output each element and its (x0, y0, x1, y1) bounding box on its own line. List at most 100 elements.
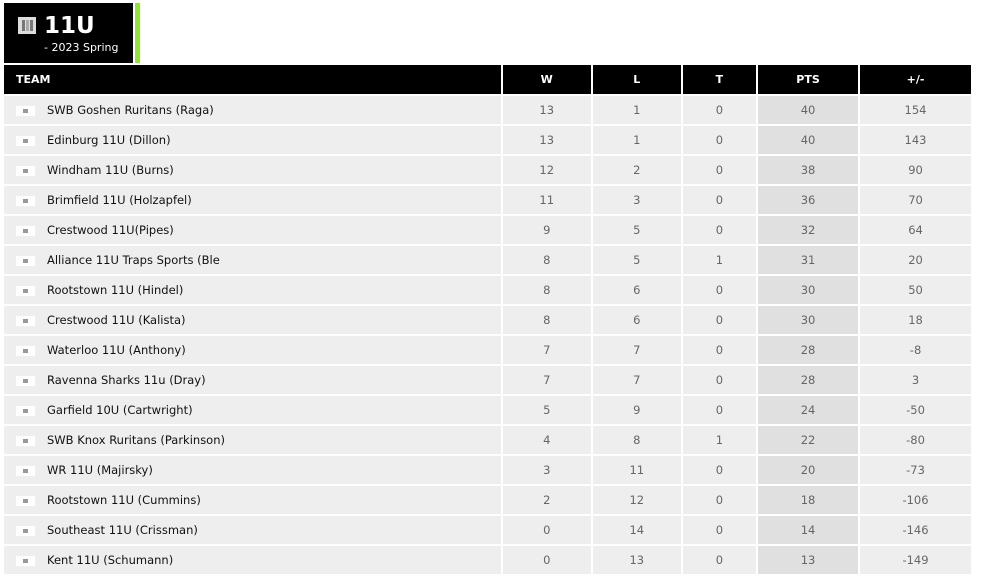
team-cell[interactable]: Waterloo 11U (Anthony) (4, 336, 501, 364)
losses-cell: 5 (592, 216, 681, 244)
team-name[interactable]: Windham 11U (Burns) (47, 163, 174, 177)
team-name[interactable]: Edinburg 11U (Dillon) (47, 133, 171, 147)
team-flag-icon (16, 195, 35, 206)
wins-cell: 8 (502, 306, 591, 334)
table-row: Southeast 11U (Crissman) 0 14 0 14 -146 (4, 516, 971, 544)
table-row: Waterloo 11U (Anthony) 7 7 0 28 -8 (4, 336, 971, 364)
division-title: 11U (44, 13, 95, 39)
ties-cell: 0 (682, 486, 757, 514)
ties-cell: 0 (682, 306, 757, 334)
ties-cell: 0 (682, 96, 757, 124)
team-name[interactable]: Garfield 10U (Cartwright) (47, 403, 193, 417)
team-cell[interactable]: Southeast 11U (Crissman) (4, 516, 501, 544)
team-cell[interactable]: Alliance 11U Traps Sports (Ble (4, 246, 501, 274)
wins-cell: 8 (502, 276, 591, 304)
losses-cell: 1 (592, 96, 681, 124)
accent-bar (135, 3, 140, 63)
ties-cell: 0 (682, 186, 757, 214)
col-points[interactable]: PTS (758, 65, 859, 94)
team-cell[interactable]: Rootstown 11U (Cummins) (4, 486, 501, 514)
goal-diff-cell: -73 (860, 456, 971, 484)
losses-cell: 12 (592, 486, 681, 514)
points-cell: 24 (758, 396, 859, 424)
team-flag-icon (16, 555, 35, 566)
table-row: Crestwood 11U (Kalista) 8 6 0 30 18 (4, 306, 971, 334)
goal-diff-cell: 3 (860, 366, 971, 394)
ties-cell: 0 (682, 216, 757, 244)
col-losses[interactable]: L (592, 65, 681, 94)
col-ties[interactable]: T (682, 65, 757, 94)
team-name[interactable]: Crestwood 11U (Kalista) (47, 313, 186, 327)
table-row: Alliance 11U Traps Sports (Ble 8 5 1 31 … (4, 246, 971, 274)
losses-cell: 7 (592, 336, 681, 364)
team-name[interactable]: Alliance 11U Traps Sports (Ble (47, 253, 220, 267)
goal-diff-cell: 20 (860, 246, 971, 274)
table-row: SWB Knox Ruritans (Parkinson) 4 8 1 22 -… (4, 426, 971, 454)
points-cell: 28 (758, 336, 859, 364)
points-cell: 30 (758, 306, 859, 334)
losses-cell: 8 (592, 426, 681, 454)
team-name[interactable]: Waterloo 11U (Anthony) (47, 343, 186, 357)
team-cell[interactable]: Windham 11U (Burns) (4, 156, 501, 184)
team-name[interactable]: Rootstown 11U (Hindel) (47, 283, 184, 297)
wins-cell: 2 (502, 486, 591, 514)
team-name[interactable]: Ravenna Sharks 11u (Dray) (47, 373, 206, 387)
wins-cell: 7 (502, 336, 591, 364)
goal-diff-cell: 50 (860, 276, 971, 304)
division-header: 11U - 2023 Spring (4, 3, 133, 63)
team-cell[interactable]: Ravenna Sharks 11u (Dray) (4, 366, 501, 394)
team-cell[interactable]: Crestwood 11U (Kalista) (4, 306, 501, 334)
team-name[interactable]: Rootstown 11U (Cummins) (47, 493, 201, 507)
losses-cell: 3 (592, 186, 681, 214)
team-flag-icon (16, 285, 35, 296)
team-flag-icon (16, 525, 35, 536)
goal-diff-cell: -106 (860, 486, 971, 514)
table-row: Windham 11U (Burns) 12 2 0 38 90 (4, 156, 971, 184)
wins-cell: 0 (502, 516, 591, 544)
team-name[interactable]: Kent 11U (Schumann) (47, 553, 174, 567)
wins-cell: 12 (502, 156, 591, 184)
team-cell[interactable]: Kent 11U (Schumann) (4, 546, 501, 574)
team-cell[interactable]: WR 11U (Majirsky) (4, 456, 501, 484)
wins-cell: 0 (502, 546, 591, 574)
team-cell[interactable]: Brimfield 11U (Holzapfel) (4, 186, 501, 214)
team-flag-icon (16, 165, 35, 176)
team-cell[interactable]: Rootstown 11U (Hindel) (4, 276, 501, 304)
team-cell[interactable]: Edinburg 11U (Dillon) (4, 126, 501, 154)
team-cell[interactable]: SWB Knox Ruritans (Parkinson) (4, 426, 501, 454)
wins-cell: 11 (502, 186, 591, 214)
ties-cell: 0 (682, 396, 757, 424)
table-row: Rootstown 11U (Cummins) 2 12 0 18 -106 (4, 486, 971, 514)
league-logo-icon (18, 17, 36, 34)
team-flag-icon (16, 495, 35, 506)
wins-cell: 13 (502, 126, 591, 154)
team-name[interactable]: Southeast 11U (Crissman) (47, 523, 198, 537)
goal-diff-cell: -50 (860, 396, 971, 424)
col-wins[interactable]: W (502, 65, 591, 94)
points-cell: 22 (758, 426, 859, 454)
wins-cell: 7 (502, 366, 591, 394)
table-row: Crestwood 11U(Pipes) 9 5 0 32 64 (4, 216, 971, 244)
ties-cell: 0 (682, 516, 757, 544)
team-flag-icon (16, 465, 35, 476)
goal-diff-cell: -80 (860, 426, 971, 454)
standings-table: TEAM W L T PTS +/- SWB Goshen Ruritans (… (2, 63, 973, 576)
wins-cell: 8 (502, 246, 591, 274)
team-name[interactable]: WR 11U (Majirsky) (47, 463, 153, 477)
points-cell: 13 (758, 546, 859, 574)
team-cell[interactable]: SWB Goshen Ruritans (Raga) (4, 96, 501, 124)
col-team[interactable]: TEAM (4, 65, 501, 94)
losses-cell: 6 (592, 276, 681, 304)
col-goal-diff[interactable]: +/- (860, 65, 971, 94)
ties-cell: 0 (682, 126, 757, 154)
team-cell[interactable]: Crestwood 11U(Pipes) (4, 216, 501, 244)
team-name[interactable]: SWB Knox Ruritans (Parkinson) (47, 433, 225, 447)
goal-diff-cell: 90 (860, 156, 971, 184)
team-name[interactable]: Crestwood 11U(Pipes) (47, 223, 174, 237)
team-flag-icon (16, 315, 35, 326)
team-cell[interactable]: Garfield 10U (Cartwright) (4, 396, 501, 424)
team-name[interactable]: Brimfield 11U (Holzapfel) (47, 193, 192, 207)
goal-diff-cell: -149 (860, 546, 971, 574)
team-name[interactable]: SWB Goshen Ruritans (Raga) (47, 103, 214, 117)
points-cell: 36 (758, 186, 859, 214)
